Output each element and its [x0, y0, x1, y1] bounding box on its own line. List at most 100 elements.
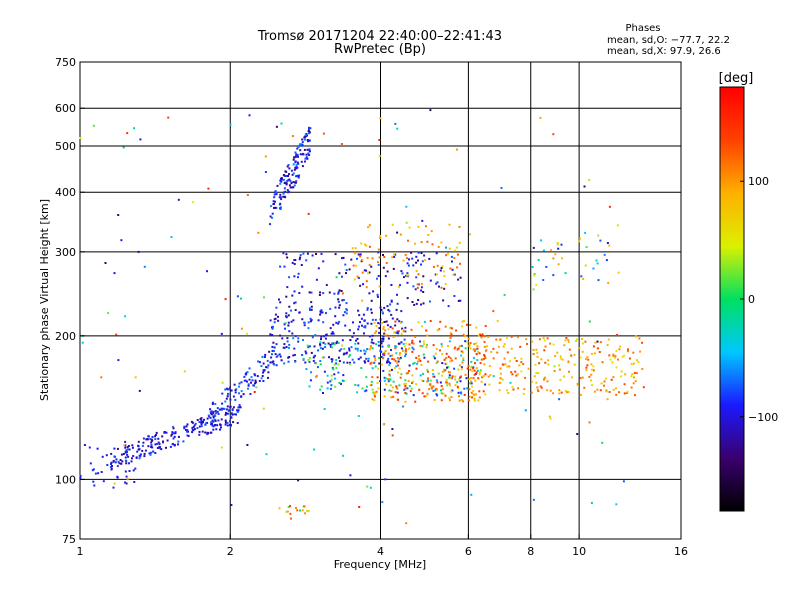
data-point — [422, 372, 425, 375]
data-point — [633, 376, 635, 379]
data-point — [296, 161, 299, 164]
data-point — [368, 245, 371, 248]
data-point — [470, 365, 473, 368]
data-point — [400, 373, 403, 376]
data-point — [303, 324, 306, 327]
data-point — [421, 325, 424, 328]
data-point — [474, 393, 477, 396]
data-point — [484, 356, 487, 359]
data-point — [306, 509, 309, 512]
data-point — [549, 389, 552, 392]
data-point — [282, 195, 285, 198]
data-point — [590, 363, 593, 366]
data-point — [307, 152, 310, 155]
data-point — [304, 134, 307, 136]
data-point — [417, 354, 420, 357]
data-point — [211, 424, 214, 427]
data-point — [440, 385, 443, 388]
data-point — [133, 481, 136, 483]
data-point — [363, 360, 366, 363]
data-point — [307, 327, 310, 330]
data-point — [287, 164, 290, 166]
data-point — [506, 365, 509, 368]
data-point — [287, 506, 290, 509]
data-point — [383, 379, 386, 382]
data-point — [245, 332, 248, 335]
data-point — [475, 371, 478, 374]
data-point — [228, 420, 231, 423]
data-point — [193, 424, 196, 427]
data-point — [426, 380, 429, 383]
data-point — [273, 321, 276, 324]
data-point — [230, 416, 232, 419]
data-point — [224, 413, 227, 416]
data-point — [115, 333, 118, 336]
data-point — [240, 381, 243, 384]
data-point — [170, 434, 173, 437]
data-point — [400, 310, 403, 313]
x-axis-label: Frequency [MHz] — [334, 558, 426, 571]
data-point — [345, 302, 348, 305]
data-point — [273, 202, 275, 205]
data-point — [185, 425, 188, 428]
data-point — [389, 384, 392, 387]
data-point — [536, 351, 539, 354]
data-point — [562, 375, 565, 378]
data-point — [408, 226, 411, 229]
data-point — [147, 445, 150, 448]
data-point — [148, 452, 151, 455]
data-point — [633, 362, 635, 365]
data-point — [292, 354, 295, 357]
data-point — [540, 386, 543, 389]
data-point — [261, 375, 264, 377]
data-point — [365, 385, 368, 388]
data-point — [366, 348, 369, 351]
data-point — [470, 391, 473, 394]
data-point — [206, 431, 209, 434]
data-point — [596, 340, 599, 343]
data-point — [297, 276, 299, 279]
data-point — [319, 388, 322, 391]
data-point — [357, 328, 360, 331]
data-point — [388, 374, 391, 377]
data-point — [600, 382, 603, 385]
data-point — [214, 424, 217, 426]
data-point — [337, 363, 340, 366]
data-point — [488, 383, 491, 386]
data-point — [294, 155, 297, 158]
data-point — [641, 341, 643, 344]
data-point — [449, 384, 452, 387]
data-point — [377, 367, 380, 370]
data-point — [471, 370, 474, 373]
data-point — [624, 373, 627, 376]
data-point — [384, 333, 387, 336]
data-point — [124, 444, 127, 447]
data-point — [382, 369, 385, 372]
data-point — [187, 435, 190, 437]
data-point — [342, 256, 345, 259]
data-point — [375, 330, 378, 333]
data-point — [448, 247, 451, 250]
data-point — [322, 292, 325, 295]
data-point — [330, 346, 333, 349]
data-point — [267, 371, 270, 374]
data-point — [550, 248, 552, 251]
data-point — [113, 447, 116, 450]
data-point — [626, 390, 629, 393]
data-point — [236, 422, 239, 424]
data-point — [377, 275, 380, 277]
data-point — [203, 418, 205, 421]
data-point — [553, 370, 556, 372]
data-point — [415, 276, 418, 279]
data-point — [354, 347, 357, 350]
data-point — [394, 253, 397, 256]
data-point — [549, 417, 552, 420]
data-point — [287, 191, 290, 194]
data-point — [297, 272, 300, 275]
data-point — [377, 263, 380, 266]
data-point — [312, 359, 315, 362]
data-point — [348, 347, 351, 350]
data-point — [601, 441, 604, 444]
data-point — [573, 353, 576, 356]
